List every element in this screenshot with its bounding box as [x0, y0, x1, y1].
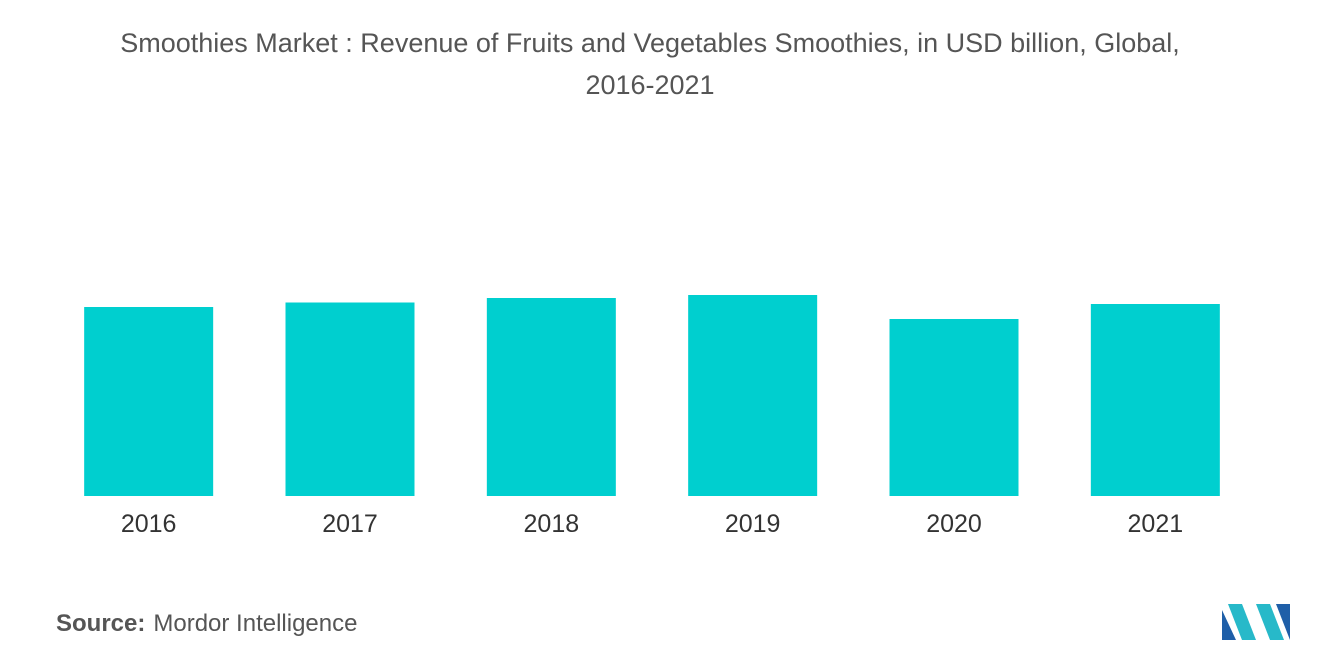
logo-shape-left — [1222, 610, 1236, 640]
x-tick-label-2016: 2016 — [121, 510, 177, 538]
mordor-intelligence-logo — [1222, 604, 1290, 640]
x-tick-label-2019: 2019 — [725, 510, 781, 538]
logo-shape-mid-left — [1228, 604, 1256, 640]
x-tick-label-2017: 2017 — [322, 510, 378, 538]
source-label: Source: — [56, 610, 146, 637]
x-tick-label-2018: 2018 — [524, 510, 580, 538]
x-tick-label-2021: 2021 — [1128, 510, 1184, 538]
logo-shape-mid-right — [1256, 604, 1284, 640]
bar-2021 — [1090, 304, 1220, 496]
logo-shape-right — [1276, 604, 1290, 640]
bar-2019 — [688, 295, 818, 496]
source-note: Source: Mordor Intelligence — [56, 610, 357, 638]
chart-title: Smoothies Market : Revenue of Fruits and… — [120, 28, 1180, 100]
bar-2018 — [486, 298, 616, 496]
bar-2016 — [84, 307, 214, 496]
bar-2020 — [889, 319, 1019, 496]
bar-2017 — [285, 302, 415, 496]
source-text: Mordor Intelligence — [153, 610, 358, 637]
x-tick-label-2020: 2020 — [926, 510, 982, 538]
